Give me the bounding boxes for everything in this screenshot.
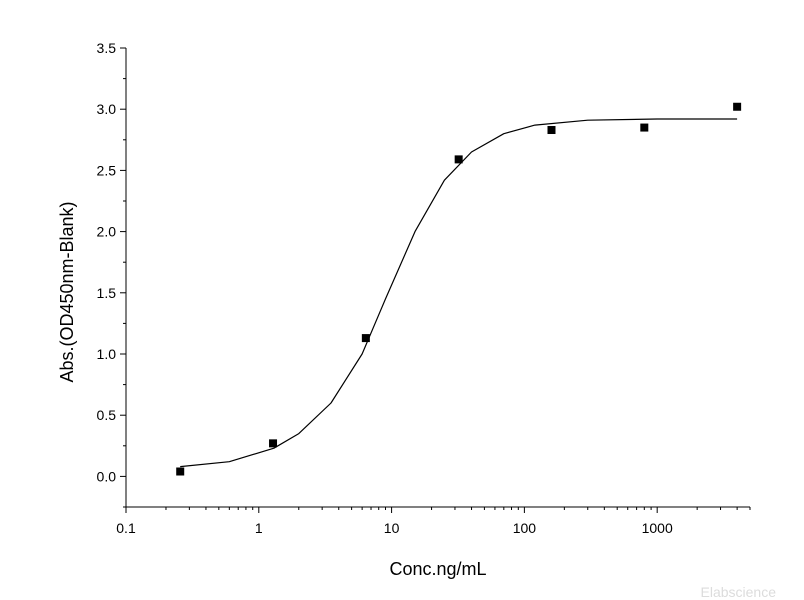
y-ticks: 0.0 0.5 1.0 1.5 2.0 2.5 3.0 3.5 — [97, 40, 126, 508]
y-axis-title: Abs.(OD450nm-Blank) — [57, 201, 77, 382]
x-tick-label: 1000 — [642, 520, 673, 536]
data-points — [176, 102, 742, 476]
data-point — [454, 155, 463, 164]
y-tick-label: 2.5 — [97, 162, 117, 178]
data-point — [361, 334, 370, 343]
y-tick-label: 3.5 — [97, 40, 117, 56]
axes — [125, 48, 750, 508]
y-tick-label: 3.0 — [97, 101, 117, 117]
data-point — [176, 467, 185, 476]
x-ticks: 0.1 1 10 100 1000 — [116, 507, 751, 536]
data-point — [640, 123, 649, 132]
y-tick-label: 0.0 — [97, 468, 117, 484]
y-tick-label: 1.0 — [97, 346, 117, 362]
x-tick-label: 100 — [513, 520, 537, 536]
fit-curve-group — [180, 118, 738, 468]
x-tick-label: 10 — [384, 520, 400, 536]
x-axis-title: Conc.ng/mL — [389, 559, 486, 579]
x-tick-label: 0.1 — [116, 520, 136, 536]
x-tick-label: 1 — [255, 520, 263, 536]
data-point — [733, 102, 742, 111]
data-point — [547, 126, 556, 135]
y-tick-label: 1.5 — [97, 285, 117, 301]
fit-curve — [180, 118, 738, 468]
watermark: Elabscience — [701, 584, 777, 600]
data-point — [269, 439, 278, 448]
y-tick-label: 2.0 — [97, 224, 117, 240]
y-tick-label: 0.5 — [97, 407, 117, 423]
